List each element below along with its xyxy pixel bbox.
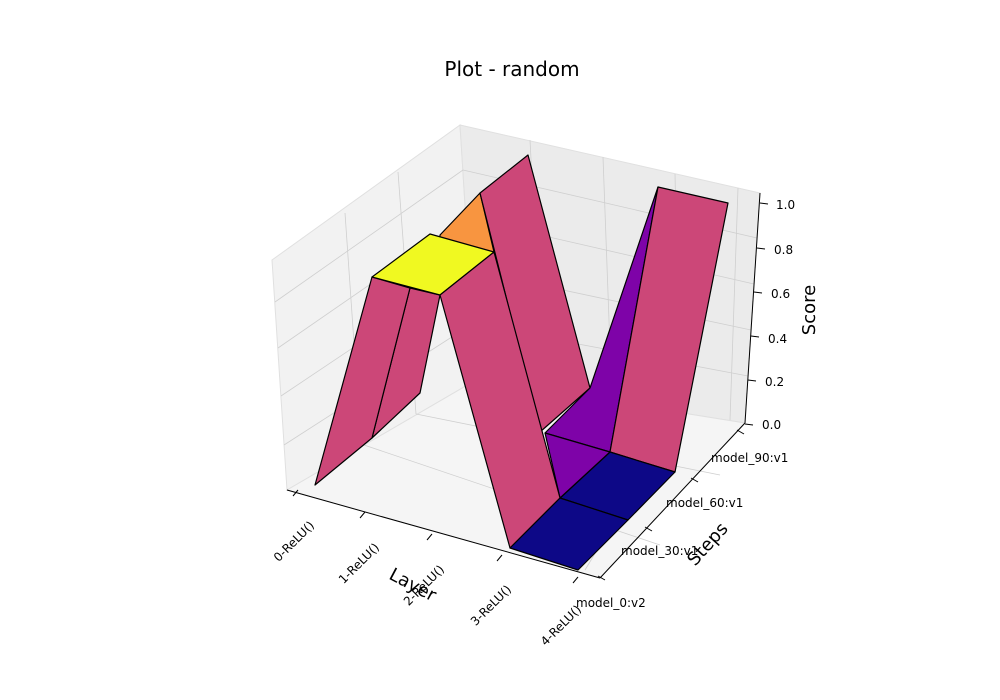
- x-tick-mark: [292, 489, 299, 497]
- z-tick-label-4: 0.8: [774, 243, 793, 257]
- y-tick-label-0: model_0:v2: [576, 596, 646, 610]
- y-ticks: [597, 429, 745, 581]
- x-tick-mark: [426, 533, 433, 541]
- y-tick-mark: [736, 429, 745, 435]
- z-tick-mark: [747, 379, 757, 382]
- z-tick-mark: [756, 247, 766, 250]
- y-tick-label-3: model_90:v1: [711, 451, 788, 465]
- x-tick-label-1: 1-ReLU(): [336, 540, 382, 586]
- y-tick-label-2: model_60:v1: [666, 496, 743, 510]
- z-ticks: [744, 202, 769, 426]
- x-tick-label-0: 0-ReLU(): [271, 518, 317, 564]
- y-tick-label-1: model_30:v1: [621, 544, 698, 558]
- surface-face-dark-blue-front: [509, 497, 629, 571]
- z-tick-mark: [750, 335, 760, 338]
- z-tick-label-2: 0.4: [768, 332, 787, 346]
- z-tick-label-1: 0.2: [765, 375, 784, 389]
- grid-line: [729, 187, 739, 421]
- y-axis-line: [599, 422, 746, 579]
- z-tick-mark: [753, 291, 763, 294]
- z-tick-mark: [744, 423, 754, 426]
- surface-face-purple-mid: [544, 432, 611, 499]
- y-tick-mark: [690, 477, 699, 483]
- grid-line: [274, 169, 464, 303]
- z-tick-label-0: 0.0: [762, 418, 781, 432]
- x-axis-line: [286, 489, 601, 579]
- y-tick-mark: [644, 526, 653, 532]
- x-ticks: [292, 489, 579, 584]
- x-tick-mark: [496, 554, 503, 562]
- x-tick-label-3: 3-ReLU(): [468, 582, 514, 628]
- axis-lines: [286, 192, 761, 579]
- z-tick-label-3: 0.6: [771, 287, 790, 301]
- surface-face-left-ridge: [314, 276, 411, 486]
- z-axis-line: [744, 192, 761, 424]
- surface: [314, 154, 729, 571]
- chart-title: Plot - random: [444, 57, 579, 81]
- y-tick-mark: [597, 575, 606, 581]
- z-tick-label-5: 1.0: [776, 198, 795, 212]
- z-axis-label: Score: [799, 285, 820, 335]
- z-tick-mark: [759, 202, 769, 205]
- x-tick-mark: [572, 576, 579, 584]
- x-tick-mark: [359, 511, 366, 519]
